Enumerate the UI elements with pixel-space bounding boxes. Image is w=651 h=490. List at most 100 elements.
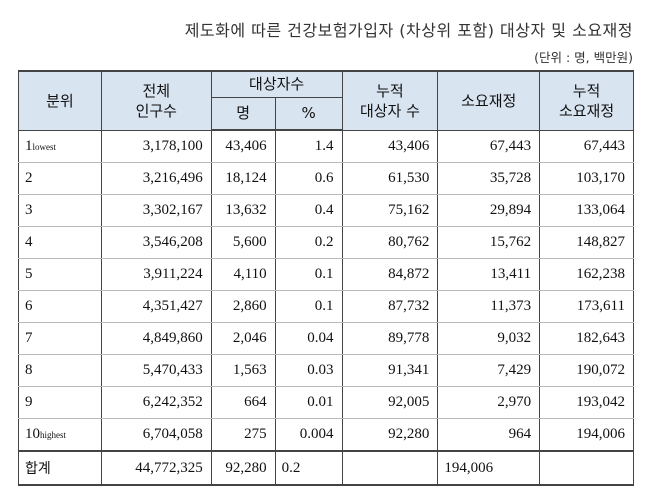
- header-cum-target-line1: 누적: [376, 81, 404, 100]
- bunwi-number: 7: [25, 330, 33, 346]
- bunwi-cell: 8: [18, 354, 102, 387]
- table-row: 1lowest 3,178,100 43,406 1.4 43,406 67,443 67,…: [18, 130, 634, 163]
- count-cell: 43,406: [210, 130, 276, 163]
- pop-cell: 3,302,167: [100, 194, 212, 227]
- cum-cost-cell: 182,643: [539, 322, 634, 355]
- bunwi-subscript: highest: [40, 430, 66, 440]
- total-pop-cell: 44,772,325: [100, 450, 212, 486]
- cost-cell: 15,762: [437, 226, 541, 259]
- pct-cell: 0.1: [274, 258, 343, 291]
- pct-cell: 0.04: [274, 322, 343, 355]
- bunwi-cell: 4: [18, 226, 102, 259]
- bunwi-number: 10: [25, 426, 40, 442]
- total-cum-cost-cell: [539, 450, 634, 486]
- count-cell: 5,600: [210, 226, 276, 259]
- table-title: 제도화에 따른 건강보험가입자 (차상위 포함) 대상자 및 소요재정: [184, 21, 633, 40]
- count-cell: 13,632: [210, 194, 276, 227]
- header-bunwi: 분위: [18, 70, 102, 131]
- cum-target-cell: 84,872: [341, 258, 439, 291]
- pop-cell: 3,546,208: [100, 226, 212, 259]
- cost-cell: 7,429: [437, 354, 541, 387]
- pct-cell: 0.2: [274, 226, 343, 259]
- pop-cell: 4,849,860: [100, 322, 212, 355]
- table-row: 9 6,242,352 664 0.01 92,005 2,970 193,042: [18, 386, 634, 419]
- pop-cell: 3,178,100: [100, 130, 212, 163]
- cum-cost-cell: 148,827: [539, 226, 634, 259]
- header-target: 대상자수: [210, 70, 343, 98]
- cum-cost-cell: 194,006: [539, 418, 634, 451]
- bunwi-cell: 10highest: [18, 418, 102, 451]
- table-row: 4 3,546,208 5,600 0.2 80,762 15,762 148,827: [18, 226, 634, 259]
- bunwi-cell: 6: [18, 290, 102, 323]
- cost-cell: 67,443: [437, 130, 541, 163]
- bunwi-cell: 2: [18, 162, 102, 195]
- pct-cell: 1.4: [274, 130, 343, 163]
- header-target-count: 명: [210, 96, 276, 131]
- cum-cost-cell: 162,238: [539, 258, 634, 291]
- bunwi-subscript: lowest: [32, 141, 57, 152]
- cum-cost-cell: 173,611: [539, 290, 634, 323]
- header-cum-cost-line1: 누적: [572, 81, 601, 100]
- pct-cell: 0.6: [274, 162, 343, 195]
- bunwi-number: 9: [25, 394, 33, 410]
- header-cum-target: 누적 대상자 수: [341, 70, 439, 131]
- total-cum-target-cell: [341, 450, 439, 486]
- cum-target-cell: 87,732: [341, 290, 439, 323]
- cost-cell: 2,970: [437, 386, 541, 419]
- cum-target-cell: 91,341: [341, 354, 439, 387]
- cost-cell: 13,411: [437, 258, 541, 291]
- pop-cell: 6,704,058: [100, 418, 212, 451]
- total-pct-cell: 0.2: [274, 450, 343, 486]
- cum-cost-cell: 103,170: [539, 162, 634, 195]
- cost-cell: 11,373: [437, 290, 541, 323]
- bunwi-number: 8: [25, 362, 33, 378]
- count-cell: 275: [210, 418, 276, 451]
- table-row: 2 3,216,496 18,124 0.6 61,530 35,728 103,170: [18, 162, 634, 195]
- pct-cell: 0.03: [274, 354, 343, 387]
- cum-target-cell: 43,406: [341, 130, 439, 163]
- bunwi-cell: 5: [18, 258, 102, 291]
- count-cell: 4,110: [210, 258, 276, 291]
- total-cost-cell: 194,006: [437, 450, 541, 486]
- bunwi-number: 2: [25, 170, 33, 186]
- header-total-pop: 전체 인구수: [100, 70, 212, 131]
- table-row: 5 3,911,224 4,110 0.1 84,872 13,411 162,238: [18, 258, 634, 291]
- header-total-pop-line1: 전체: [142, 81, 171, 100]
- pop-cell: 3,216,496: [100, 162, 212, 195]
- header-cum-target-line2: 대상자 수: [359, 101, 420, 120]
- header-cum-cost-line2: 소요재정: [558, 101, 615, 120]
- cum-target-cell: 92,280: [341, 418, 439, 451]
- cum-cost-cell: 133,064: [539, 194, 634, 227]
- table-row: 8 5,470,433 1,563 0.03 91,341 7,429 190,072: [18, 354, 634, 387]
- bunwi-cell: 1lowest: [18, 130, 102, 163]
- cum-target-cell: 61,530: [341, 162, 439, 195]
- bunwi-number: 3: [25, 202, 33, 218]
- count-cell: 1,563: [210, 354, 276, 387]
- table-row: 6 4,351,427 2,860 0.1 87,732 11,373 173,611: [18, 290, 634, 323]
- cum-cost-cell: 67,443: [539, 130, 634, 163]
- bunwi-cell: 7: [18, 322, 102, 355]
- pct-cell: 0.01: [274, 386, 343, 419]
- count-cell: 2,046: [210, 322, 276, 355]
- cum-cost-cell: 193,042: [539, 386, 634, 419]
- pop-cell: 4,351,427: [100, 290, 212, 323]
- cost-cell: 29,894: [437, 194, 541, 227]
- header-total-pop-line2: 인구수: [135, 101, 177, 120]
- pop-cell: 5,470,433: [100, 354, 212, 387]
- header-cost: 소요재정: [437, 70, 541, 131]
- cum-cost-cell: 190,072: [539, 354, 634, 387]
- cost-cell: 964: [437, 418, 541, 451]
- cum-target-cell: 75,162: [341, 194, 439, 227]
- cost-cell: 35,728: [437, 162, 541, 195]
- cost-cell: 9,032: [437, 322, 541, 355]
- total-count-cell: 92,280: [210, 450, 276, 486]
- header-cum-cost: 누적 소요재정: [539, 70, 634, 131]
- bunwi-number: 5: [25, 266, 33, 282]
- bunwi-number: 6: [25, 298, 33, 314]
- pct-cell: 0.4: [274, 194, 343, 227]
- table-row: 10highest 6,704,058 275 0.004 92,280 964 194,0…: [18, 418, 634, 451]
- pct-cell: 0.004: [274, 418, 343, 451]
- cum-target-cell: 89,778: [341, 322, 439, 355]
- count-cell: 2,860: [210, 290, 276, 323]
- unit-note: (단위 : 명, 백만원): [534, 50, 633, 65]
